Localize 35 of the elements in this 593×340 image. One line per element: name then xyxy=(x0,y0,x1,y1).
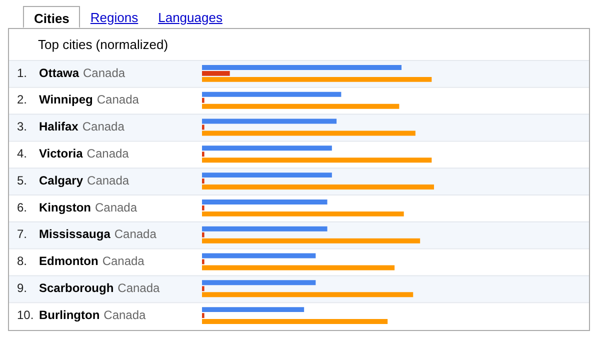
bar xyxy=(202,76,432,82)
bar xyxy=(202,319,388,324)
y-tick-label: 9. Scarborough Canada xyxy=(17,280,160,295)
bar xyxy=(202,253,316,258)
y-tick-label: 5. Calgary Canada xyxy=(17,173,130,188)
bar xyxy=(202,158,432,163)
text: Languages xyxy=(157,9,224,27)
text: Cities xyxy=(23,6,80,28)
y-tick-label: 3. Halifax Canada xyxy=(17,120,125,134)
bar xyxy=(202,64,402,70)
y-tick-label: 2. Winnipeg Canada xyxy=(17,92,140,107)
bar xyxy=(202,146,332,151)
chart-title: Top cities (normalized) xyxy=(38,37,168,52)
bar xyxy=(202,184,434,190)
bar xyxy=(202,265,395,270)
bar xyxy=(202,226,328,232)
y-tick-label: 1. Ottawa Canada xyxy=(17,66,126,80)
bar xyxy=(202,104,400,109)
bar xyxy=(202,172,332,178)
bar xyxy=(202,307,304,312)
text: Regions xyxy=(89,9,140,27)
bar xyxy=(202,70,230,76)
bar xyxy=(202,92,342,97)
y-tick-label: 7. Mississauga Canada xyxy=(17,227,157,242)
bar xyxy=(202,292,414,298)
y-tick-label: 4. Victoria Canada xyxy=(17,146,130,160)
bar xyxy=(202,199,328,204)
bar xyxy=(202,130,416,136)
bar xyxy=(202,118,337,124)
bar xyxy=(202,280,316,286)
y-tick-label: 8. Edmonton Canada xyxy=(17,254,145,268)
y-tick-label: 10. Burlington Canada xyxy=(17,308,146,322)
bar xyxy=(202,238,420,244)
y-tick-label: 6. Kingston Canada xyxy=(17,200,138,214)
bar xyxy=(202,211,404,216)
